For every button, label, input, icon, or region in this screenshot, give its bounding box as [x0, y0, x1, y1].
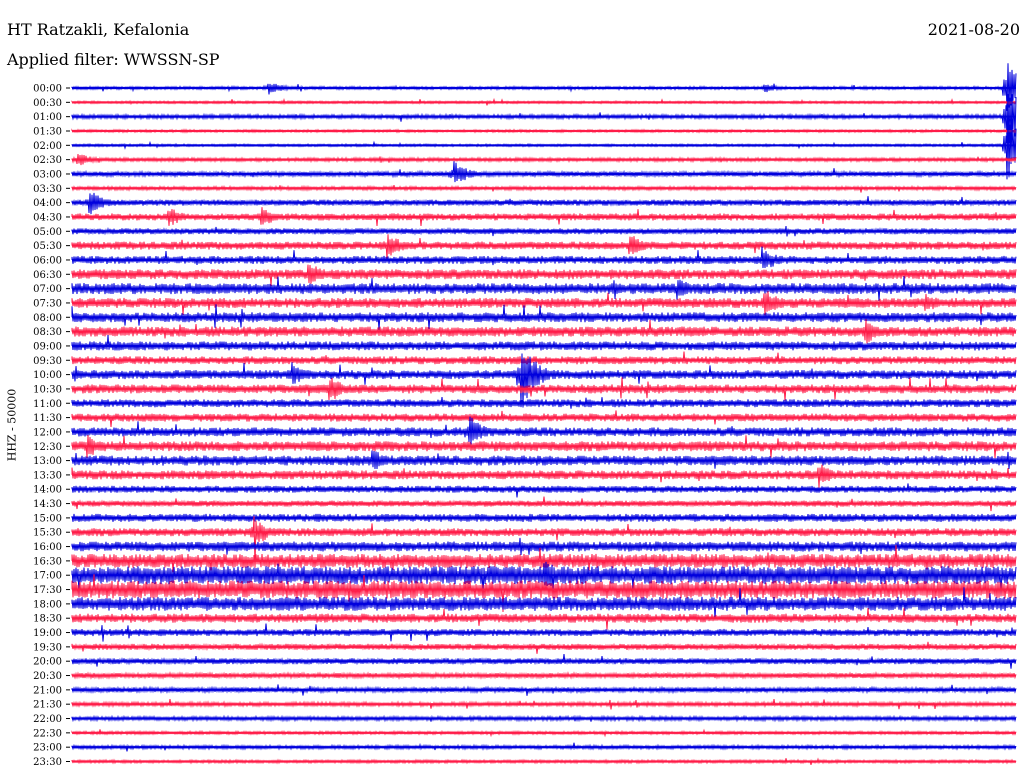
time-tick-label: 20:00: [33, 657, 62, 668]
trace-row: [71, 410, 1017, 427]
time-tick-label: 15:00: [33, 513, 62, 524]
time-tick-label: 22:00: [33, 714, 62, 725]
date-label: 2021-08-20: [927, 20, 1020, 39]
time-tick-label: 03:00: [33, 169, 62, 180]
time-tick-label: 12:30: [33, 442, 62, 453]
trace-row: [71, 234, 1017, 260]
time-tick-labels: 00:00 00:30 01:00 01:30 02:00 02:30 03:00 03:30…: [33, 84, 70, 768]
time-tick-label: 00:00: [33, 84, 62, 95]
time-tick-label: 14:00: [33, 485, 62, 496]
time-tick-label: 14:30: [33, 499, 62, 510]
time-tick-label: 16:30: [33, 556, 62, 567]
time-tick-label: 12:00: [33, 427, 62, 438]
time-tick-label: 04:00: [33, 198, 62, 209]
time-tick-label: 11:00: [33, 399, 62, 410]
time-tick-label: 13:00: [33, 456, 62, 467]
time-tick-label: 09:30: [33, 356, 62, 367]
time-tick-label: 21:00: [33, 685, 62, 696]
time-tick-label: 23:30: [33, 757, 62, 768]
time-tick-label: 23:00: [33, 743, 62, 754]
time-tick-label: 02:30: [33, 155, 62, 166]
time-tick-label: 10:00: [33, 370, 62, 381]
time-tick-label: 07:00: [33, 284, 62, 295]
time-tick-label: 08:30: [33, 327, 62, 338]
time-tick-label: 01:00: [33, 112, 62, 123]
time-tick-label: 05:30: [33, 241, 62, 252]
trace-row: [71, 483, 1017, 498]
time-tick-label: 18:00: [33, 599, 62, 610]
trace-row: [71, 161, 1017, 183]
time-tick-label: 19:00: [33, 628, 62, 639]
time-tick-label: 05:00: [33, 227, 62, 238]
time-tick-label: 17:30: [33, 585, 62, 596]
time-tick-label: 11:30: [33, 413, 62, 424]
trace-layer: [71, 63, 1017, 766]
time-tick-label: 20:30: [33, 671, 62, 682]
time-tick-label: 21:30: [33, 700, 62, 711]
time-tick-label: 02:00: [33, 141, 62, 152]
time-tick-label: 19:30: [33, 642, 62, 653]
time-tick-label: 10:30: [33, 384, 62, 395]
time-tick-label: 01:30: [33, 126, 62, 137]
time-tick-label: 04:30: [33, 212, 62, 223]
trace-row: [71, 351, 1017, 365]
trace-row: [71, 246, 1017, 269]
time-tick-label: 17:00: [33, 571, 62, 582]
trace-row: [71, 416, 1017, 445]
time-tick-label: 18:30: [33, 614, 62, 625]
time-tick-label: 13:30: [33, 470, 62, 481]
trace-row: [71, 114, 1017, 180]
station-title: HT Ratzakli, Kefalonia: [7, 20, 190, 39]
trace-row: [71, 561, 1017, 598]
time-tick-label: 09:00: [33, 341, 62, 352]
time-tick-label: 22:30: [33, 728, 62, 739]
time-tick-label: 07:30: [33, 298, 62, 309]
trace-row: [71, 264, 1017, 287]
time-tick-label: 00:30: [33, 98, 62, 109]
filter-label: Applied filter: WWSSN-SP: [7, 50, 220, 69]
time-tick-label: 06:30: [33, 270, 62, 281]
trace-row: [71, 334, 1017, 351]
time-tick-label: 06:00: [33, 255, 62, 266]
time-tick-label: 15:30: [33, 528, 62, 539]
time-tick-label: 08:00: [33, 313, 62, 324]
trace-row: [71, 464, 1017, 488]
time-tick-label: 16:00: [33, 542, 62, 553]
time-tick-label: 03:30: [33, 184, 62, 195]
